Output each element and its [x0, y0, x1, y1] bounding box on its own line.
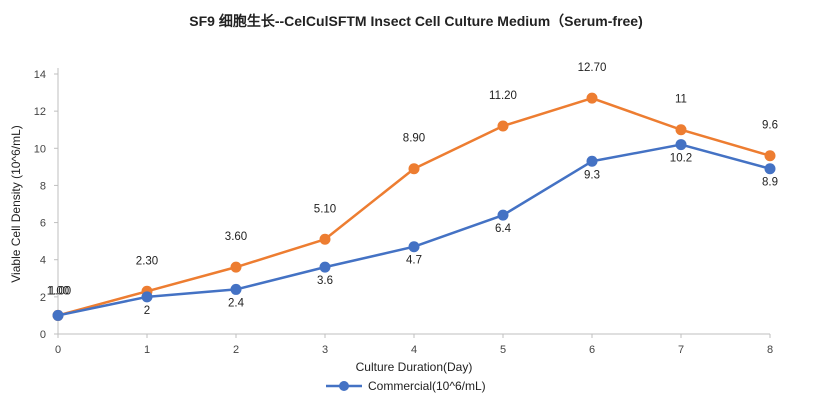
legend-marker [339, 381, 349, 391]
series-0 [52, 139, 776, 321]
series-line [57, 96, 771, 317]
data-label: 5.10 [314, 203, 336, 215]
x-tick-label: 7 [678, 344, 684, 356]
data-label: 9.3 [584, 169, 600, 181]
y-tick-label: 0 [40, 329, 46, 341]
x-tick-label: 1 [144, 344, 150, 356]
x-tick-label: 6 [589, 344, 595, 356]
y-axis-title-group: Viable Cell Density (10^6/mL) [9, 125, 23, 282]
data-label: 12.70 [578, 62, 607, 74]
data-point [764, 150, 776, 162]
data-label: 8.9 [762, 177, 778, 189]
data-label: 11 [675, 94, 687, 106]
data-point [497, 209, 509, 221]
data-label: 3.60 [225, 231, 247, 243]
data-point [497, 120, 509, 132]
chart-title: SF9 细胞生长--CelCulSFTM Insect Cell Culture… [189, 13, 643, 29]
legend-label: Commercial(10^6/mL) [368, 379, 486, 393]
data-point [319, 233, 331, 245]
y-tick-label: 10 [34, 143, 46, 155]
y-tick-label: 2 [40, 292, 46, 304]
data-point [675, 124, 687, 136]
series-1 [52, 92, 776, 321]
data-label: 2.4 [228, 297, 245, 309]
data-point [230, 261, 242, 273]
y-axis-title: Viable Cell Density (10^6/mL) [9, 125, 23, 282]
data-point [408, 241, 420, 253]
data-point [52, 309, 64, 321]
data-point [230, 283, 242, 295]
data-point [319, 261, 331, 273]
x-tick-label: 0 [55, 344, 61, 356]
y-tick-label: 12 [34, 106, 46, 118]
x-axis-title: Culture Duration(Day) [356, 360, 473, 374]
data-point [141, 291, 153, 303]
data-label: 10.2 [670, 153, 692, 165]
series-layer [52, 92, 776, 321]
y-tick-label: 4 [40, 255, 46, 267]
data-label: 2.30 [136, 255, 158, 267]
data-label: 9.6 [762, 120, 778, 132]
data-labels: 1.0022.43.64.76.49.310.28.91.002.303.605… [47, 62, 778, 317]
data-point [675, 139, 687, 151]
data-label: 1.00 [49, 285, 71, 297]
x-tick-label: 4 [411, 344, 417, 356]
legend: Commercial(10^6/mL) [326, 379, 486, 393]
data-point [586, 92, 598, 104]
x-tick-label: 2 [233, 344, 239, 356]
data-label: 11.20 [489, 90, 517, 102]
data-label: 3.6 [317, 275, 333, 287]
data-label: 2 [144, 305, 150, 317]
y-tick-label: 8 [40, 180, 46, 192]
data-point [586, 155, 598, 167]
x-tick-label: 8 [767, 344, 773, 356]
data-label: 1.00 [47, 285, 69, 297]
x-tick-label: 5 [500, 344, 506, 356]
data-label: 6.4 [495, 223, 512, 235]
y-tick-label: 6 [40, 218, 46, 230]
x-tick-label: 3 [322, 344, 328, 356]
data-point [764, 163, 776, 175]
y-tick-label: 14 [34, 69, 46, 81]
data-label: 8.90 [403, 133, 425, 145]
data-label: 4.7 [406, 255, 422, 267]
data-point [408, 163, 420, 175]
